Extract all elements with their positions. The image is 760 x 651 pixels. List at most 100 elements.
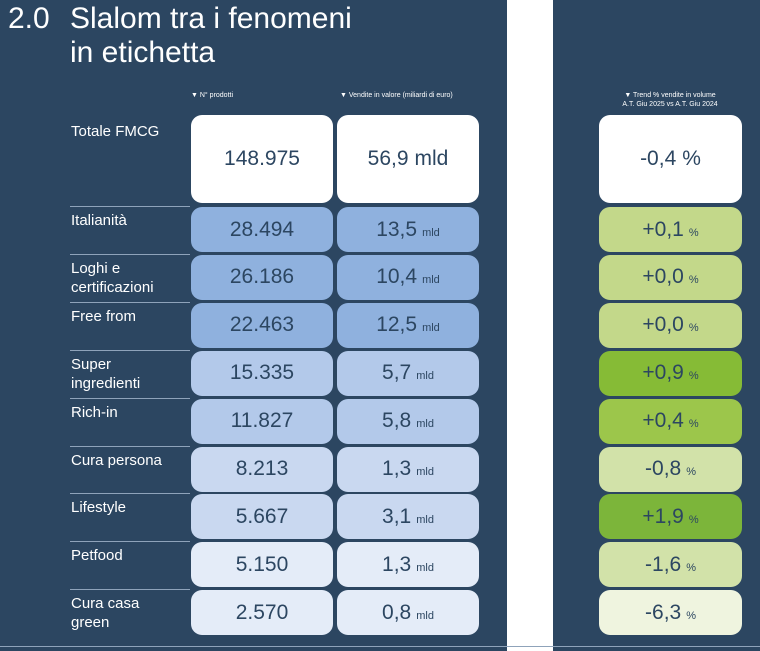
value: 26.186: [229, 265, 295, 289]
label-line: Free from: [71, 307, 137, 325]
value-cell: 28.494: [191, 207, 333, 252]
unit: mld: [416, 466, 434, 478]
divider-strip: [507, 0, 553, 651]
value: 1,3: [382, 552, 412, 576]
unit: %: [688, 322, 699, 335]
value-cell: 8.213: [191, 446, 333, 492]
unit: mld: [422, 274, 440, 287]
value-cell: 22.463: [191, 302, 333, 348]
value: +1,9: [642, 504, 684, 528]
value-cell: -0,4%: [599, 115, 742, 203]
value-cell: 10,4 mld: [337, 254, 479, 300]
value: 15.335: [229, 361, 295, 385]
value-cell: +0,0%: [599, 302, 742, 348]
value-cell: -1,6%: [599, 542, 742, 588]
value-cell: 148.975: [191, 115, 333, 203]
value-cell: 0,8 mld: [337, 590, 479, 636]
title: Slalom tra i fenomeni in etichetta: [70, 2, 352, 70]
value: 5,7: [382, 361, 412, 385]
value: 5.150: [235, 552, 289, 576]
label-line: Rich-in: [71, 403, 118, 421]
row-separator: [70, 206, 190, 207]
value-cell: 13,5 mld: [337, 207, 479, 252]
label-line: certificazioni: [71, 278, 154, 296]
label-line: Petfood: [71, 547, 123, 565]
value-cell: 5,7 mld: [337, 350, 479, 396]
value: 10,4: [376, 265, 418, 289]
value-cell: -0,8%: [599, 446, 742, 492]
unit: %: [686, 466, 696, 478]
unit: mld: [416, 418, 434, 431]
value-cell: 5.667: [191, 494, 333, 540]
value: 1,3: [382, 457, 412, 480]
bottom-rule: [0, 646, 760, 647]
value: 56,9: [367, 147, 409, 170]
value: -1,6: [645, 552, 682, 576]
value: +0,4: [642, 409, 684, 433]
row-separator: [70, 493, 190, 495]
header-line: A.T. Giu 2025 vs A.T. Giu 2024: [622, 101, 718, 108]
value-cell: 1,3 mld: [337, 446, 479, 492]
unit: mld: [416, 370, 434, 383]
unit: %: [686, 561, 696, 574]
value-cell: +0,4%: [599, 398, 742, 444]
value: 2.570: [235, 600, 289, 624]
row-separator: [70, 253, 190, 255]
unit: %: [682, 147, 701, 170]
value: -6,3: [645, 600, 682, 624]
row-label: Free from: [71, 307, 189, 326]
value: 3,1: [382, 504, 412, 528]
value-cell: 15.335: [191, 350, 333, 396]
label-line: Cura casa: [71, 595, 140, 613]
section-number: 2.0: [8, 2, 50, 35]
unit: %: [688, 513, 699, 526]
value: 148.975: [224, 147, 300, 170]
label-line: Lifestyle: [71, 499, 127, 517]
label-line: Italianità: [71, 212, 127, 229]
value: 12,5: [376, 313, 418, 337]
unit: %: [686, 609, 696, 622]
unit: %: [688, 274, 699, 287]
unit: %: [688, 370, 699, 383]
value: -0,4: [640, 147, 677, 170]
unit: mld: [416, 561, 434, 574]
value-cell: +0,1%: [599, 207, 742, 252]
value: 28.494: [229, 217, 295, 241]
value-cell: 12,5 mld: [337, 302, 479, 348]
title-line: in etichetta: [70, 36, 216, 69]
row-separator: [70, 589, 190, 591]
label-line: Loghi e: [71, 259, 121, 277]
column-header: ▼ Vendite in valore (miliardi di euro): [340, 92, 453, 99]
row-label: Loghi e certificazioni: [71, 259, 189, 297]
unit: mld: [416, 609, 434, 622]
value: 8.213: [235, 457, 289, 480]
unit: mld: [422, 226, 440, 239]
row-separator: [70, 445, 190, 447]
row-label: Super ingredienti: [71, 355, 189, 393]
unit: mld: [422, 322, 440, 335]
value: 13,5: [376, 217, 418, 241]
row-label: Cura casa green: [71, 594, 189, 632]
value-cell: 56,9 mld: [337, 115, 479, 203]
unit: mld: [414, 147, 449, 170]
value-cell: 5,8 mld: [337, 398, 479, 444]
unit: %: [688, 418, 699, 431]
value: -0,8: [645, 457, 682, 480]
label-line: ingredienti: [71, 374, 141, 392]
value-cell: 11.827: [191, 398, 333, 444]
row-label: Rich-in: [71, 403, 189, 422]
column-header: ▼ Trend % vendite in volume A.T. Giu 202…: [590, 91, 750, 109]
value-cell: 5.150: [191, 542, 333, 588]
title-line: Slalom tra i fenomeni: [70, 2, 352, 35]
value-cell: -6,3%: [599, 590, 742, 636]
row-separator: [70, 397, 190, 399]
row-separator: [70, 349, 190, 351]
value: +0,0: [642, 265, 684, 289]
unit: mld: [416, 513, 434, 526]
value: 0,8: [382, 600, 412, 624]
value: 11.827: [230, 409, 294, 433]
value: +0,9: [642, 361, 684, 385]
value: +0,0: [642, 313, 684, 337]
value: +0,1: [642, 217, 684, 241]
